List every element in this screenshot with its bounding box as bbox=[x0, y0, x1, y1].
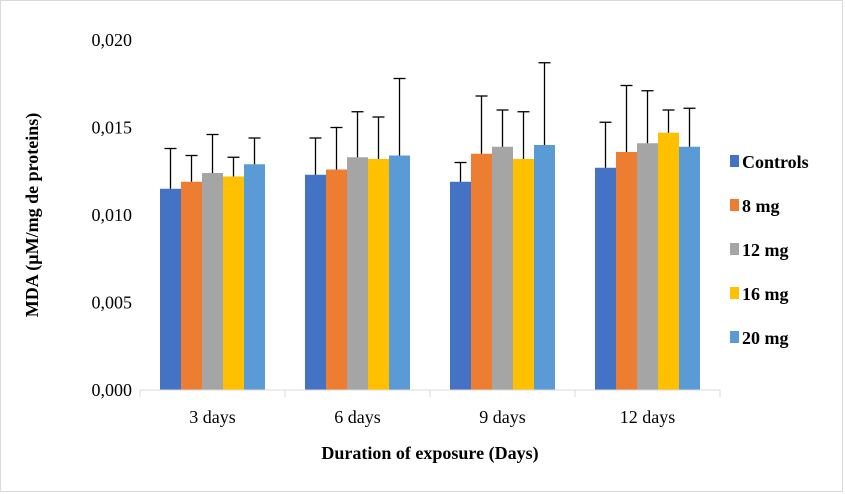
bars-group bbox=[160, 132, 700, 390]
legend-swatch bbox=[730, 331, 739, 343]
legend: Controls 8 mg 12 mg 16 mg 20 mg bbox=[730, 152, 809, 348]
bar bbox=[347, 157, 368, 390]
x-tick-label: 3 days bbox=[189, 407, 236, 427]
legend-swatch bbox=[730, 243, 739, 255]
x-axis-ticks: 3 days 6 days 9 days 12 days bbox=[139, 390, 721, 427]
x-tick-label: 9 days bbox=[479, 407, 526, 427]
y-axis-ticks: 0,000 0,005 0,010 0,015 0,020 bbox=[92, 30, 133, 400]
legend-label: Controls bbox=[742, 152, 809, 172]
bar bbox=[368, 159, 389, 390]
legend-label: 20 mg bbox=[742, 328, 789, 348]
legend-swatch bbox=[730, 155, 739, 167]
y-tick-label: 0,005 bbox=[92, 293, 133, 313]
legend-label: 16 mg bbox=[742, 284, 789, 304]
legend-swatch bbox=[730, 199, 739, 211]
bar bbox=[223, 176, 244, 390]
bar bbox=[181, 181, 202, 390]
bar bbox=[471, 153, 492, 390]
x-tick-label: 6 days bbox=[334, 407, 381, 427]
y-tick-label: 0,020 bbox=[92, 30, 133, 50]
bar bbox=[513, 159, 534, 390]
y-tick-label: 0,010 bbox=[92, 205, 133, 225]
bar bbox=[450, 181, 471, 390]
bar bbox=[616, 152, 637, 390]
legend-swatch bbox=[730, 287, 739, 299]
bar bbox=[160, 188, 181, 390]
bar bbox=[326, 169, 347, 390]
legend-label: 8 mg bbox=[742, 196, 780, 216]
legend-label: 12 mg bbox=[742, 240, 789, 260]
bar bbox=[305, 174, 326, 390]
bar bbox=[637, 143, 658, 390]
bar bbox=[389, 155, 410, 390]
bar bbox=[244, 164, 265, 390]
bar bbox=[658, 132, 679, 390]
bar bbox=[202, 173, 223, 390]
bar bbox=[492, 146, 513, 390]
bar bbox=[679, 146, 700, 390]
x-axis-title: Duration of exposure (Days) bbox=[321, 443, 538, 464]
y-axis-title: MDA (µM/mg de proteins) bbox=[22, 113, 43, 318]
y-tick-label: 0,015 bbox=[92, 118, 133, 138]
x-tick-label: 12 days bbox=[620, 407, 676, 427]
bar bbox=[534, 145, 555, 390]
error-bars-group bbox=[164, 62, 696, 189]
y-tick-label: 0,000 bbox=[92, 380, 133, 400]
bar bbox=[595, 167, 616, 390]
